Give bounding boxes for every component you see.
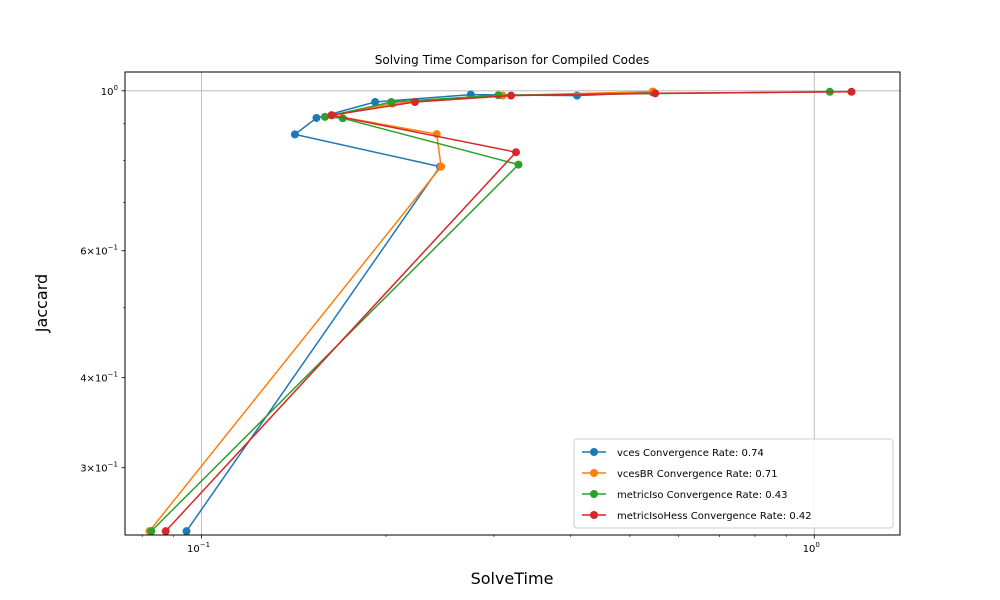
data-point — [387, 97, 396, 106]
data-point — [512, 148, 521, 157]
data-point — [651, 89, 660, 98]
data-point — [410, 97, 419, 106]
legend-items: vces Convergence Rate: 0.74 vcesBR Conver… — [582, 448, 812, 522]
legend-item: metricIso Convergence Rate: 0.43 — [582, 490, 788, 501]
legend-label: vcesBR Convergence Rate: 0.71 — [617, 469, 778, 480]
x-axis-label: SolveTime — [471, 569, 554, 588]
data-point — [290, 130, 299, 139]
y-tick-label: 4×10−1 — [80, 371, 118, 385]
legend-swatch-marker — [590, 490, 598, 498]
legend: vces Convergence Rate: 0.74 vcesBR Conver… — [573, 438, 894, 529]
plot-frame — [124, 71, 901, 536]
y-axis-label: Jaccard — [32, 274, 51, 333]
legend-label: vces Convergence Rate: 0.74 — [617, 448, 764, 459]
data-point — [161, 527, 170, 536]
legend-item: vces Convergence Rate: 0.74 — [582, 448, 764, 459]
legend-box — [573, 438, 894, 529]
series-group — [145, 87, 856, 536]
series-2 — [147, 87, 834, 536]
data-point — [507, 91, 516, 100]
series-3 — [161, 87, 856, 536]
data-point — [147, 527, 156, 536]
legend-item: vcesBR Convergence Rate: 0.71 — [582, 469, 778, 480]
data-point — [847, 87, 856, 96]
legend-swatch-marker — [590, 511, 598, 519]
legend-label: metricIso Convergence Rate: 0.43 — [617, 490, 788, 501]
legend-swatch-marker — [590, 448, 598, 456]
data-point — [320, 112, 329, 121]
data-point — [182, 527, 191, 536]
y-tick-label: 6×10−1 — [80, 244, 118, 258]
y-tick-label: 3×10−1 — [80, 461, 118, 475]
x-tick-label: 10−1 — [187, 541, 210, 555]
chart-title: Solving Time Comparison for Compiled Cod… — [375, 53, 649, 67]
data-point — [312, 113, 321, 122]
data-point — [327, 111, 336, 120]
y-tick-label: 100 — [101, 84, 118, 98]
data-point — [437, 162, 446, 171]
data-point — [494, 91, 503, 100]
legend-item: metricIsoHess Convergence Rate: 0.42 — [582, 511, 812, 522]
x-tick-label: 100 — [803, 541, 820, 555]
legend-label: metricIsoHess Convergence Rate: 0.42 — [617, 511, 812, 522]
legend-swatch-marker — [590, 469, 598, 477]
data-point — [371, 97, 380, 106]
axis-ticks: 10−1 100 100 6×10−1 4×10−1 3×10−1 — [80, 84, 820, 555]
data-point — [514, 160, 523, 169]
